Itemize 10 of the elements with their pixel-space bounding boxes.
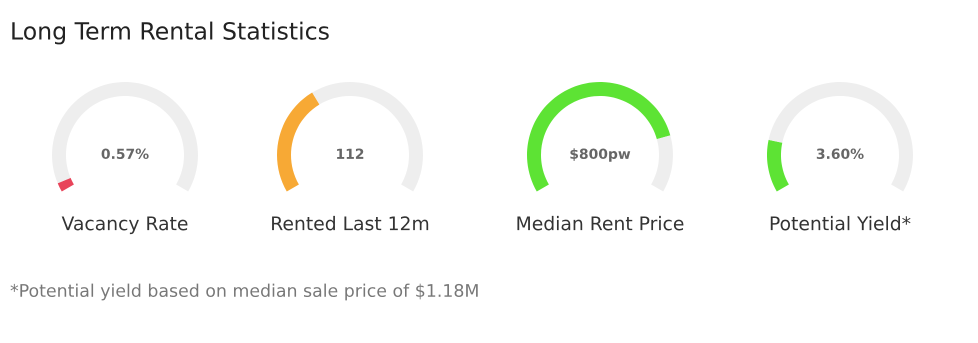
text: Long Term Rental Statistics — [12, 22, 329, 44]
text: Potential Yield* — [770, 216, 910, 230]
text: Rented Last 12m — [272, 216, 428, 230]
text: 3.60% — [816, 148, 864, 160]
text: $800pw — [570, 148, 630, 162]
text: *Potential yield based on median sale price of $1.18M — [10, 284, 478, 300]
text: 112 — [337, 148, 364, 159]
text: 0.57% — [102, 148, 149, 160]
text: Median Rent Price — [517, 216, 684, 230]
text: Vacancy Rate — [62, 216, 188, 234]
